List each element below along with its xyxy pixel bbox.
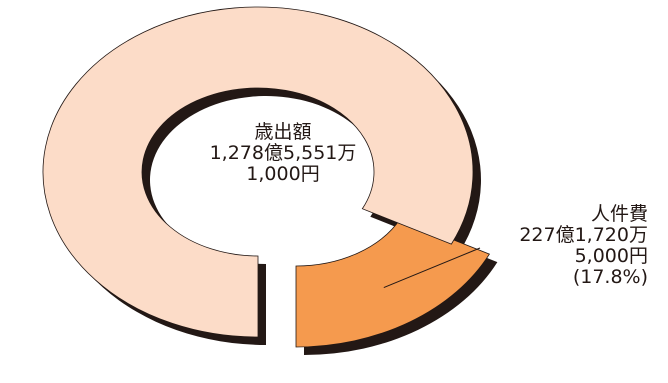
total-label: 歳出額 1,278億5,551万 1,000円 [178,122,388,185]
slice-1 [42,6,474,338]
slice-value-line2: 5,000円 [574,244,648,267]
slice-title: 人件費 [590,203,648,225]
total-title: 歳出額 [254,121,312,143]
total-value-line1: 1,278億5,551万 [209,141,357,164]
total-value-line2: 1,000円 [246,162,320,185]
slice-percent: (17.8%) [572,265,648,288]
slice-0 [295,218,490,348]
slice-value-line1: 227億1,720万 [519,223,648,246]
slice-label-personnel: 人件費 227億1,720万 5,000円 (17.8%) [452,204,648,288]
leader-line [383,247,481,289]
